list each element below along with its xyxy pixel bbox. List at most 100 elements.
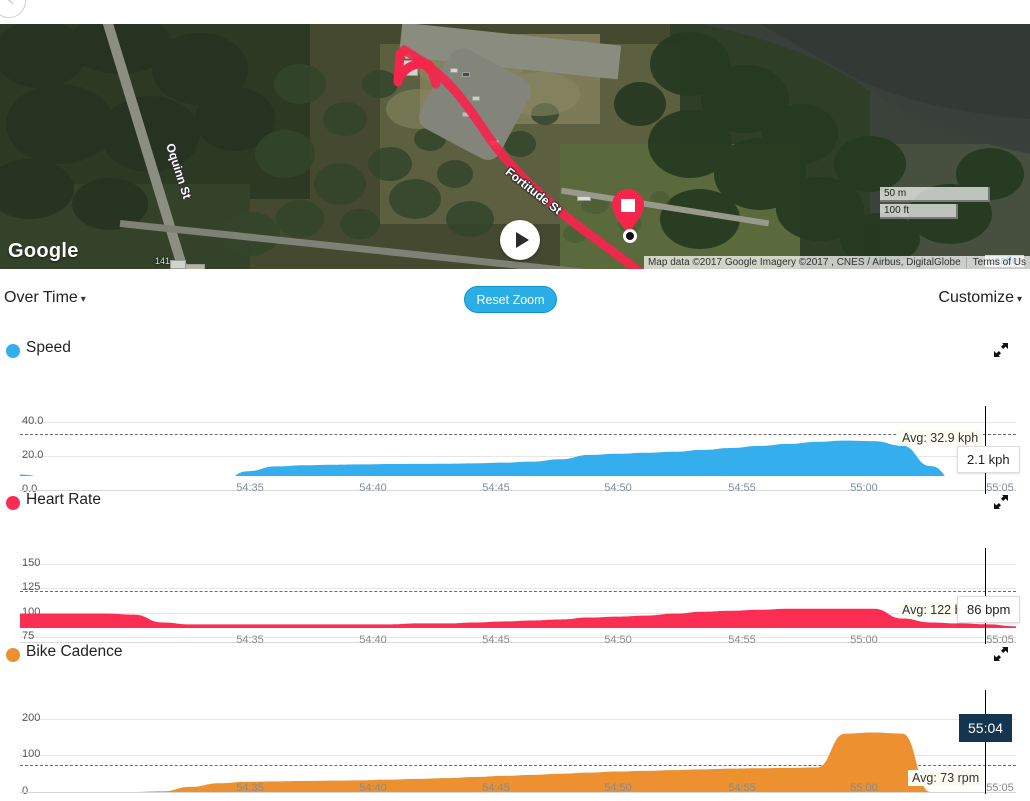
chart-title-bike-cadence: Bike Cadence — [26, 643, 123, 660]
y-axis-tick-label: 125 — [22, 581, 41, 594]
reset-zoom-button[interactable]: Reset Zoom — [464, 286, 557, 313]
x-axis-tick-label: 54:50 — [604, 634, 632, 646]
map-attribution-text: Map data ©2017 Google Imagery ©2017 , CN… — [647, 257, 961, 268]
x-axis-tick-label: 54:40 — [359, 482, 387, 494]
over-time-dropdown[interactable]: Over Time ▾ — [4, 289, 86, 307]
chevron-down-icon: ▾ — [80, 294, 86, 305]
y-axis-tick-label: 20.0 — [22, 448, 44, 461]
chart-controls-bar: Over Time ▾ Reset Zoom Customize ▾ — [0, 269, 1030, 331]
vehicle-3 — [450, 68, 458, 73]
x-axis-tick-label: 54:55 — [728, 634, 756, 646]
legend-dot-speed — [6, 344, 20, 358]
average-line — [20, 765, 1016, 767]
chart-plot-bike-cadence[interactable]: 0 100 200 54:35 54:40 54:45 54:50 54:55 55:00 55:… — [0, 670, 1030, 798]
x-axis-tick-label: 54:40 — [359, 782, 387, 794]
chart-title-heart-rate: Heart Rate — [26, 491, 101, 508]
gridline — [20, 612, 1016, 614]
y-axis-tick-label: 75 — [22, 630, 35, 643]
series-area-speed — [20, 440, 945, 476]
over-time-label: Over Time — [4, 289, 78, 306]
series-area-bike_cadence — [20, 732, 1016, 792]
value-tooltip: 2.1 kph — [957, 446, 1020, 473]
vehicle-4 — [462, 72, 470, 77]
reset-zoom-label: Reset Zoom — [476, 292, 545, 307]
x-axis-tick-label: 54:50 — [604, 782, 632, 794]
average-line — [20, 591, 1016, 593]
map-attribution: Map data ©2017 Google Imagery ©2017 , CN… — [643, 256, 1030, 269]
gridline — [20, 421, 1016, 423]
map-satellite-imagery — [0, 24, 1030, 269]
x-axis-tick-label: 55:05 — [986, 482, 1014, 494]
x-axis-tick-label: 54:35 — [236, 634, 264, 646]
x-axis-tick-label: 54:55 — [728, 782, 756, 794]
y-axis-tick-label: 150 — [22, 556, 41, 569]
average-label: Avg: 32.9 kph — [898, 430, 983, 446]
y-axis-tick-label: 200 — [22, 711, 41, 724]
x-axis-tick-label: 55:05 — [986, 634, 1014, 646]
top-partial-control — [0, 0, 1030, 24]
x-axis-tick-label: 54:35 — [236, 782, 264, 794]
map-panel[interactable]: Oquinn St Fortitude St 141 Google 50 m 1… — [0, 24, 1030, 269]
x-axis-tick-label: 55:00 — [850, 782, 878, 794]
structure-2 — [577, 196, 591, 201]
series-area-heart_rate — [20, 608, 1016, 628]
expand-icon[interactable] — [992, 341, 1010, 359]
x-axis-tick-label: 54:55 — [728, 482, 756, 494]
chart-panel-heart-rate: Heart Rate 75 100 125 150 54:35 54:40 54:45 54:… — [0, 488, 1030, 646]
building-c — [185, 264, 205, 269]
gps-track — [393, 45, 644, 269]
axis-baseline — [20, 792, 1016, 793]
gridline — [20, 588, 1016, 590]
map-label-141: 141 — [155, 256, 171, 266]
terms-of-use-link[interactable]: Terms of Us — [965, 257, 1026, 268]
map-scale-bar: 50 m 100 ft — [880, 187, 990, 221]
x-axis-tick-label: 54:40 — [359, 634, 387, 646]
x-axis-tick-label: 55:00 — [850, 634, 878, 646]
chart-plot-speed[interactable]: 0.0 20.0 40.0 54:35 54:40 54:45 54:50 54:55 55:0… — [0, 366, 1030, 495]
x-axis-tick-label: 54:50 — [604, 482, 632, 494]
gridline — [20, 455, 1016, 457]
partial-circle-icon — [0, 0, 26, 18]
vehicle-5 — [472, 96, 480, 101]
stop-marker-icon[interactable] — [610, 188, 646, 243]
gridline — [20, 637, 1016, 639]
cursor-line — [985, 690, 986, 794]
y-axis-tick-label: 40.0 — [22, 414, 44, 427]
chart-header-bike-cadence: Bike Cadence — [0, 640, 1030, 670]
x-axis-tick-label: 54:45 — [482, 482, 510, 494]
x-axis-tick-label: 54:35 — [236, 482, 264, 494]
customize-label: Customize — [938, 289, 1014, 306]
scale-metric: 50 m — [880, 187, 990, 202]
chart-header-speed: Speed — [0, 336, 1030, 366]
axis-baseline — [20, 490, 1016, 491]
legend-dot-heart-rate — [6, 496, 20, 510]
chart-panel-bike-cadence: Bike Cadence 0 100 200 54:35 54:40 54:45 54:50… — [0, 640, 1030, 798]
scale-imperial: 100 ft — [880, 204, 958, 219]
gridline — [20, 718, 1016, 720]
x-axis-tick-label: 55:05 — [986, 782, 1014, 794]
expand-icon[interactable] — [992, 645, 1010, 663]
chevron-down-icon: ▾ — [1016, 294, 1022, 305]
chart-plot-heart-rate[interactable]: 75 100 125 150 54:35 54:40 54:45 54:50 54:55 55:0… — [0, 518, 1030, 646]
average-label: Avg: 73 rpm — [908, 770, 984, 786]
x-axis-tick-label: 54:45 — [482, 782, 510, 794]
map-vegetation — [0, 24, 1030, 265]
expand-icon[interactable] — [992, 493, 1010, 511]
chart-panel-speed: Speed 0.0 20.0 40.0 54:35 54:40 54:45 54:50 54:… — [0, 336, 1030, 495]
x-axis-tick-label: 54:45 — [482, 634, 510, 646]
axis-baseline — [20, 642, 1016, 643]
x-axis-tick-label: 55:00 — [850, 482, 878, 494]
play-icon[interactable] — [500, 220, 540, 260]
gridline — [20, 755, 1016, 757]
customize-dropdown[interactable]: Customize ▾ — [938, 289, 1022, 307]
legend-dot-bike-cadence — [6, 648, 20, 662]
gridline — [20, 563, 1016, 565]
y-axis-tick-label: 0.0 — [22, 483, 38, 495]
chart-header-heart-rate: Heart Rate — [0, 488, 1030, 518]
average-line — [20, 433, 1016, 435]
google-logo: Google — [8, 240, 79, 262]
average-label: Avg: 122 b — [898, 602, 966, 618]
chart-title-speed: Speed — [26, 339, 71, 356]
y-axis-tick-label: 100 — [22, 748, 41, 761]
